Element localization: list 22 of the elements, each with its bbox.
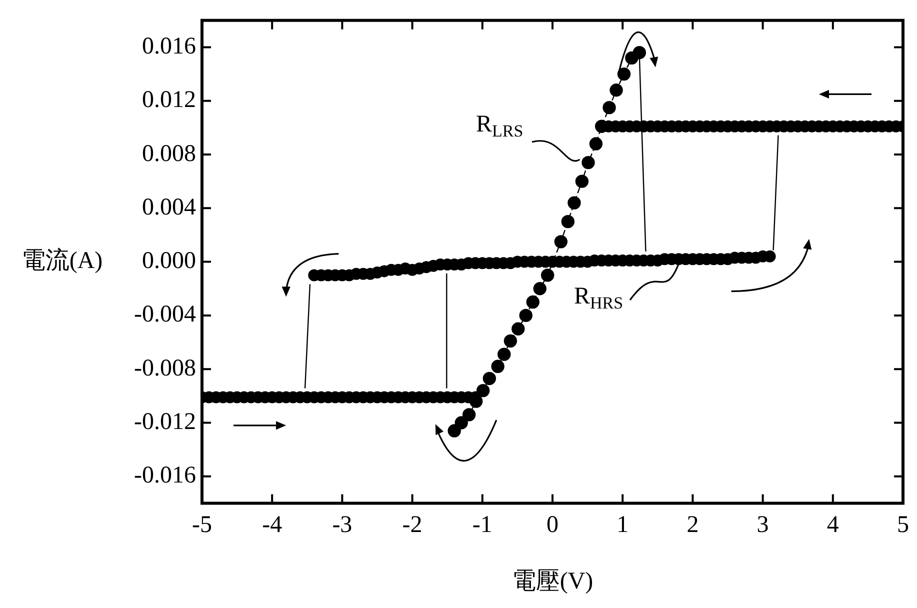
y-tick-label: -0.016 xyxy=(134,462,196,489)
x-tick-label: 2 xyxy=(686,512,699,538)
x-tick-label: 3 xyxy=(756,512,769,538)
y-tick-label: 0.004 xyxy=(142,194,196,220)
x-tick-label: -4 xyxy=(262,512,282,538)
y-tick-label: 0.012 xyxy=(142,87,196,114)
y-tick-label: 0.000 xyxy=(142,248,196,274)
y-axis-title: 電流(A) xyxy=(21,247,103,274)
y-tick-label: -0.012 xyxy=(134,409,196,436)
y-tick-label: 0.016 xyxy=(142,34,196,60)
x-tick-label: -2 xyxy=(402,512,422,538)
x-tick-label: 5 xyxy=(897,512,909,538)
x-tick-label: -1 xyxy=(472,512,492,538)
x-tick-label: 0 xyxy=(546,512,558,538)
x-tick-label: -5 xyxy=(192,512,212,538)
y-tick-label: -0.008 xyxy=(134,355,196,382)
y-tick-label: -0.004 xyxy=(134,302,196,328)
y-tick-label: 0.008 xyxy=(142,140,196,167)
x-tick-label: 1 xyxy=(616,512,629,538)
x-tick-label: -3 xyxy=(332,512,352,538)
x-axis-title: 電壓(V) xyxy=(512,568,594,594)
x-tick-label: 4 xyxy=(826,512,839,538)
